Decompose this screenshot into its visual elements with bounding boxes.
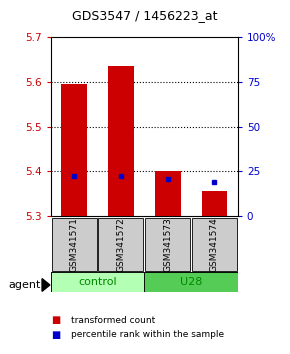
Text: transformed count: transformed count — [71, 316, 155, 325]
Bar — [192, 218, 237, 271]
Text: GDS3547 / 1456223_at: GDS3547 / 1456223_at — [72, 10, 218, 22]
Bar — [155, 171, 180, 216]
Text: control: control — [78, 277, 117, 287]
Text: GSM341574: GSM341574 — [210, 217, 219, 272]
Text: percentile rank within the sample: percentile rank within the sample — [71, 330, 224, 339]
Text: GSM341572: GSM341572 — [116, 217, 125, 272]
Text: ■: ■ — [51, 330, 60, 339]
Polygon shape — [42, 279, 50, 291]
Bar — [61, 84, 87, 216]
Bar — [108, 66, 134, 216]
Bar — [98, 218, 143, 271]
Bar — [202, 192, 227, 216]
Text: GSM341573: GSM341573 — [163, 217, 172, 272]
Text: GSM341571: GSM341571 — [70, 217, 79, 272]
Bar — [52, 218, 97, 271]
Bar — [144, 272, 238, 292]
Text: ■: ■ — [51, 315, 60, 325]
Text: agent: agent — [9, 280, 41, 290]
Bar — [51, 272, 144, 292]
Text: U28: U28 — [180, 277, 202, 287]
Bar — [145, 218, 190, 271]
